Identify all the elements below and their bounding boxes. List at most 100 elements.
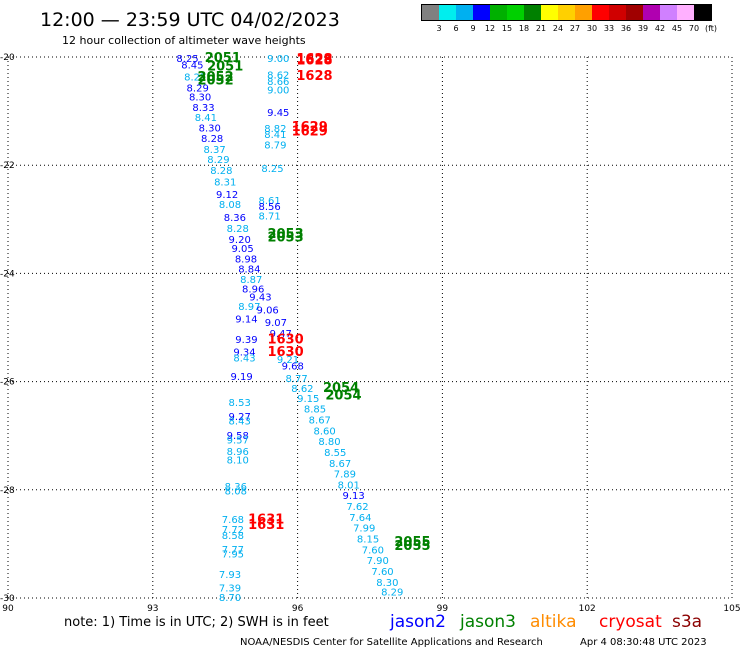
swh-value: 8.56 [258,202,280,213]
swh-value: 9.05 [231,244,253,255]
swh-value: 9.07 [265,318,287,329]
swh-value: 7.62 [346,502,368,513]
swh-value: 9.39 [235,335,257,346]
color-scale-swatch [592,5,609,20]
swh-value: 7.72 [222,525,244,536]
orbit-number: 2053 [267,231,303,246]
mission-s3a: s3a [672,612,702,632]
swh-value: 9.57 [227,435,249,446]
swh-value: 8.30 [189,92,211,103]
color-scale-swatch [541,5,558,20]
swh-value: 9.06 [257,306,279,317]
color-scale-label: 15 [502,24,512,33]
mission-jason3: jason3 [459,612,516,632]
swh-value: 9.27 [229,412,251,423]
chart-title: 12:00 — 23:59 UTC 04/02/2023 [40,9,340,31]
color-scale-label: 12 [485,24,495,33]
mission-legend: jason2 jason3 altika cryosat s3a [389,612,702,632]
orbit-number: 1629 [292,125,328,140]
swh-value: 8.79 [264,141,286,152]
swh-value: 8.70 [219,593,241,604]
swh-value: 8.36 [224,213,246,224]
color-scale-swatch [575,5,592,20]
swh-value: 8.58 [222,531,244,542]
color-scale-swatch [660,5,677,20]
swh-value: 8.84 [238,265,260,276]
x-axis-ticks: 90 93 96 99 102 105 [2,604,740,614]
color-scale-label: 9 [470,24,475,33]
color-scale-swatch [456,5,473,20]
footer-timestamp: Apr 4 08:30:48 UTC 2023 [580,637,707,648]
chart-subtitle: 12 hour collection of altimeter wave hei… [62,34,306,47]
swh-value: 9.00 [267,85,289,96]
swh-value: 8.71 [258,212,280,223]
footer-credit: NOAA/NESDIS Center for Satellite Applica… [240,637,543,648]
color-scale-swatch [473,5,490,20]
swh-value: 8.82 [264,124,286,135]
orbit-number: 1631 [248,512,284,527]
color-scale-swatch [694,5,711,20]
swh-value: 8.96 [242,285,264,296]
orbit-number: 1628 [296,52,332,67]
orbit-number: 1629 [292,120,328,135]
color-scale-label: 39 [638,24,648,33]
swh-value: 9.34 [233,347,255,358]
swh-value: 8.29 [207,155,229,166]
swh-value: 9.20 [229,235,251,246]
swh-value: 7.68 [222,515,244,526]
color-scale-swatch [422,5,439,20]
swh-value: 8.25 [176,54,198,65]
x-tick-label: 105 [723,604,740,614]
orbit-number: 1630 [267,345,303,360]
swh-value: 8.15 [357,534,379,545]
color-scale-label: 3 [436,24,441,33]
swh-value: 7.89 [334,470,356,481]
color-scale-swatch [558,5,575,20]
swh-values: 8.258.458.278.298.308.338.418.308.288.37… [176,54,403,604]
orbit-number: 2055 [394,539,430,554]
color-scale-swatch [609,5,626,20]
swh-value: 8.87 [240,275,262,286]
swh-value: 8.62 [267,70,289,81]
swh-value: 8.45 [181,61,203,72]
swh-value: 9.45 [267,108,289,119]
swh-value: 9.21 [277,355,299,366]
color-scale-label: 70 [689,24,699,33]
swh-value: 7.60 [371,567,393,578]
swh-value: 7.64 [349,513,371,524]
swh-value: 8.37 [203,145,225,156]
swh-value: 8.28 [201,134,223,145]
y-axis-ticks: -20 -22 -24 -26 -28 -30 [0,53,15,604]
swh-value: 8.60 [313,426,335,437]
orbit-labels: 2051205120522052162816281628162916292053… [197,51,430,554]
mission-altika: altika [530,612,577,632]
swh-value: 8.33 [192,103,214,114]
color-scale-label: 45 [672,24,682,33]
color-scale-label: 33 [604,24,614,33]
y-tick-label: -26 [0,378,15,388]
swh-value: 8.28 [210,166,232,177]
swh-value: 9.13 [342,491,364,502]
swh-value: 7.95 [222,550,244,561]
swh-value: 8.36 [225,482,247,493]
x-tick-label: 93 [147,604,158,614]
swh-value: 7.99 [353,524,375,535]
swh-value: 8.85 [304,405,326,416]
swh-value: 8.10 [227,456,249,467]
swh-value: 9.12 [216,190,238,201]
color-scale-frame [421,4,712,21]
mission-jason2: jason2 [389,612,446,632]
orbit-number: 2054 [323,381,359,396]
swh-value: 8.41 [264,130,286,141]
orbit-number: 2051 [205,51,241,66]
swh-value: 8.30 [376,578,398,589]
swh-value: 8.97 [238,302,260,313]
swh-value: 8.08 [225,486,247,497]
swh-value: 9.14 [235,314,257,325]
x-tick-label: 90 [2,604,14,614]
footer-note: note: 1) Time is in UTC; 2) SWH is in fe… [64,615,329,630]
y-tick-label: -20 [0,53,15,63]
swh-value: 9.43 [249,293,271,304]
swh-value: 9.68 [282,361,304,372]
swh-value: 9.15 [297,394,319,405]
